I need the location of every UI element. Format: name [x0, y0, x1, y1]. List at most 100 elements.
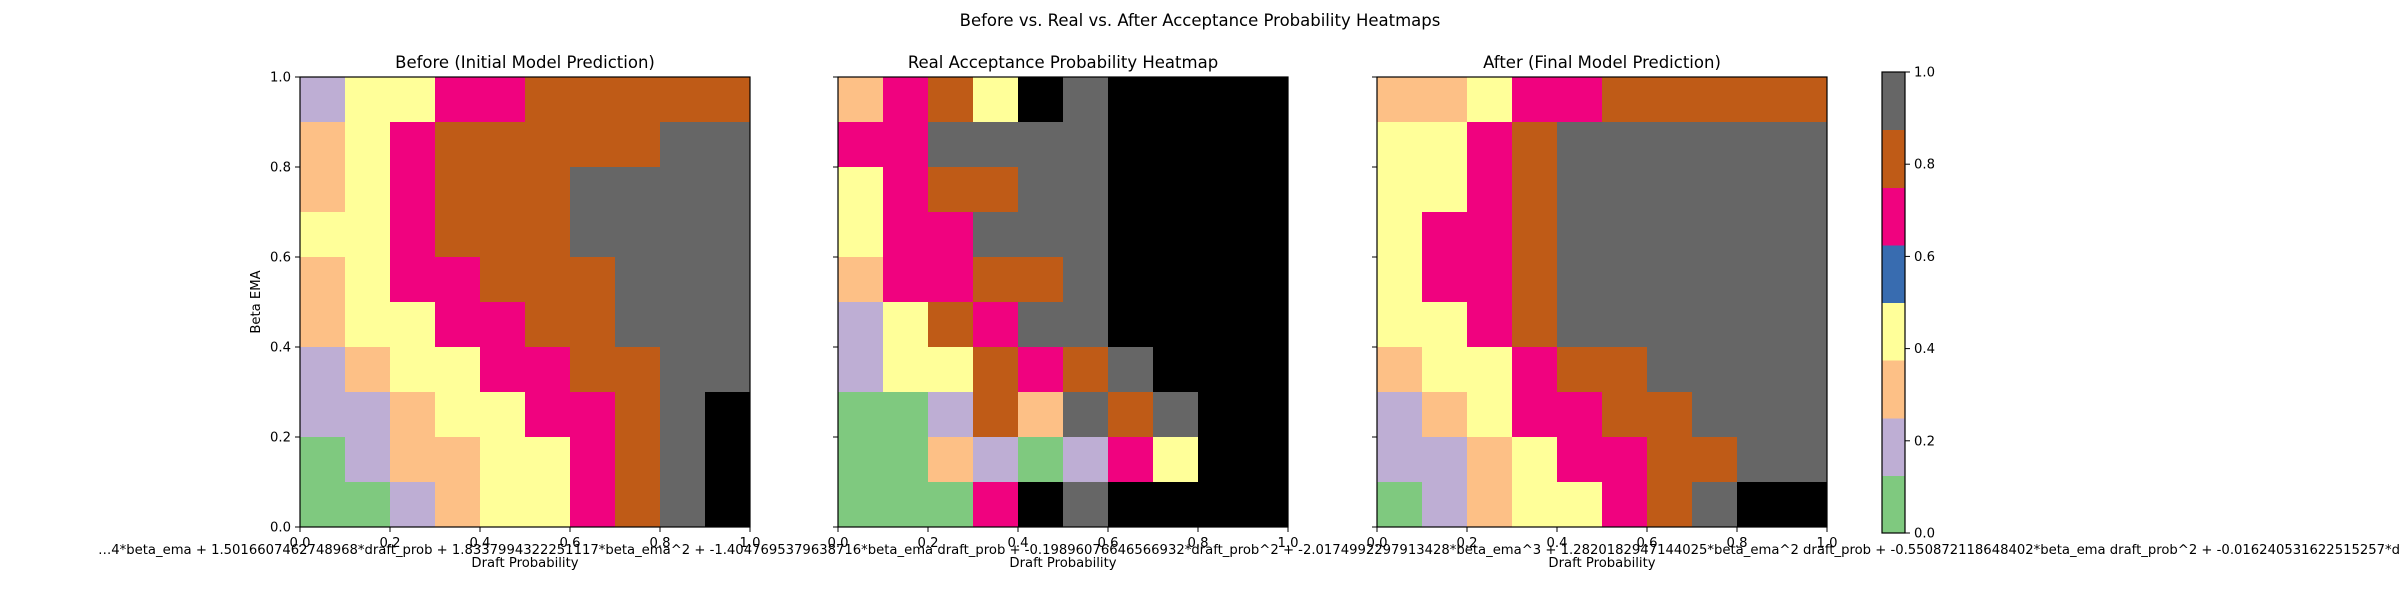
- heatmap-cell: [1692, 77, 1738, 123]
- heatmap-cell: [1737, 302, 1783, 348]
- heatmap-cell: [435, 437, 481, 483]
- heatmap-cell: [1243, 167, 1289, 213]
- x-tick-label: 1.0: [1817, 536, 1838, 551]
- heatmap-cell: [1647, 437, 1693, 483]
- heatmap-cell: [705, 257, 751, 303]
- heatmap-cell: [1512, 392, 1558, 438]
- colorbar-segment: [1882, 187, 1905, 246]
- x-tick-label: 0.2: [1457, 536, 1478, 551]
- heatmap-cell: [1692, 437, 1738, 483]
- heatmap-cell: [1108, 212, 1154, 258]
- heatmap-cell: [1692, 482, 1738, 528]
- heatmap-cell: [928, 302, 974, 348]
- heatmap-cell: [525, 302, 571, 348]
- heatmap-cell: [928, 392, 974, 438]
- heatmap-cell: [1377, 122, 1423, 168]
- heatmap-cell: [1063, 77, 1109, 123]
- heatmap-cell: [480, 392, 526, 438]
- heatmap-cell: [1557, 482, 1603, 528]
- heatmap-cell: [1737, 437, 1783, 483]
- heatmap-cell: [1108, 482, 1154, 528]
- x-tick-label: 0.4: [1547, 536, 1568, 551]
- heatmap-cell: [1782, 482, 1828, 528]
- y-tick-label: 0.8: [270, 161, 291, 176]
- heatmap-cell: [480, 122, 526, 168]
- heatmap-cell: [1557, 122, 1603, 168]
- heatmap-cell: [300, 347, 346, 393]
- x-tick-label: 0.6: [560, 536, 581, 551]
- heatmap-cell: [390, 77, 436, 123]
- heatmap-cell: [1512, 77, 1558, 123]
- heatmap-cell: [1467, 347, 1513, 393]
- heatmap-cell: [525, 212, 571, 258]
- heatmap-cell: [1153, 122, 1199, 168]
- heatmap-cell: [480, 77, 526, 123]
- heatmap-cell: [525, 257, 571, 303]
- colorbar-segment: [1882, 244, 1905, 304]
- x-tick-label: 0.0: [290, 536, 311, 551]
- heatmap-cell: [435, 392, 481, 438]
- heatmap-panel-3: After (Final Model Prediction) 0.0 0.2 0.4 0…: [1367, 53, 1838, 571]
- heatmap-cell: [1782, 122, 1828, 168]
- heatmap-cell: [525, 167, 571, 213]
- heatmap-cell: [1422, 167, 1468, 213]
- heatmap-cell: [525, 122, 571, 168]
- x-tick-label: 0.2: [918, 536, 939, 551]
- heatmap-cell: [1063, 257, 1109, 303]
- x-tick-label: 0.6: [1098, 536, 1119, 551]
- formula-caption-box: …4*beta_ema + 1.5016607462748968*draft_p…: [0, 543, 2400, 567]
- heatmap-cell: [1512, 257, 1558, 303]
- y-tick-label: 0.4: [270, 341, 291, 356]
- heatmap-cell: [615, 437, 661, 483]
- heatmap-cell: [1692, 212, 1738, 258]
- heatmap-cell: [1198, 482, 1244, 528]
- heatmap-cell: [705, 77, 751, 123]
- heatmap-cell: [570, 302, 616, 348]
- heatmap-cell: [705, 212, 751, 258]
- heatmap-cell: [1692, 302, 1738, 348]
- heatmap-cell: [838, 302, 884, 348]
- heatmap-cell: [390, 482, 436, 528]
- heatmap-cell: [1153, 257, 1199, 303]
- heatmap-cell: [615, 212, 661, 258]
- heatmap-cell: [1018, 437, 1064, 483]
- heatmap-cell: [345, 167, 391, 213]
- heatmap-cell: [883, 77, 929, 123]
- heatmap-cell: [660, 437, 706, 483]
- panel-title: Real Acceptance Probability Heatmap: [908, 53, 1218, 72]
- heatmap-cell: [838, 482, 884, 528]
- heatmap-cell: [1063, 122, 1109, 168]
- heatmap-cell: [525, 392, 571, 438]
- heatmap-cell: [1243, 212, 1289, 258]
- heatmap-cell: [1153, 482, 1199, 528]
- x-tick-label: 0.2: [380, 536, 401, 551]
- heatmap-cell: [570, 482, 616, 528]
- heatmap-cell: [1782, 347, 1828, 393]
- heatmap-panel-1: Before (Initial Model Prediction) 0.0 0.2 0…: [249, 53, 760, 571]
- colorbar-segment: [1882, 129, 1905, 188]
- heatmap-cell: [973, 122, 1019, 168]
- heatmap-cell: [928, 257, 974, 303]
- heatmap-cell: [1422, 257, 1468, 303]
- heatmap-cell: [435, 257, 481, 303]
- colorbar-tick-label: 0.4: [1914, 342, 1935, 357]
- heatmap-cell: [1198, 302, 1244, 348]
- x-tick-label: 1.0: [740, 536, 761, 551]
- heatmap-cell: [838, 392, 884, 438]
- colorbar-frame: [1881, 71, 1906, 534]
- heatmap-cell: [435, 77, 481, 123]
- heatmap-cell: [390, 302, 436, 348]
- colorbar-segment: [1882, 360, 1905, 419]
- heatmap-cell: [435, 347, 481, 393]
- heatmap-cell: [1108, 167, 1154, 213]
- colorbar-segment: [1882, 302, 1905, 361]
- heatmap-cell: [345, 347, 391, 393]
- heatmap-cell: [1377, 392, 1423, 438]
- heatmap-cell: [705, 347, 751, 393]
- heatmap-cell: [1018, 122, 1064, 168]
- heatmap-cell: [1198, 347, 1244, 393]
- heatmap-cell: [570, 77, 616, 123]
- heatmap-cell: [883, 437, 929, 483]
- heatmap-cell: [928, 347, 974, 393]
- heatmap-cell: [1422, 347, 1468, 393]
